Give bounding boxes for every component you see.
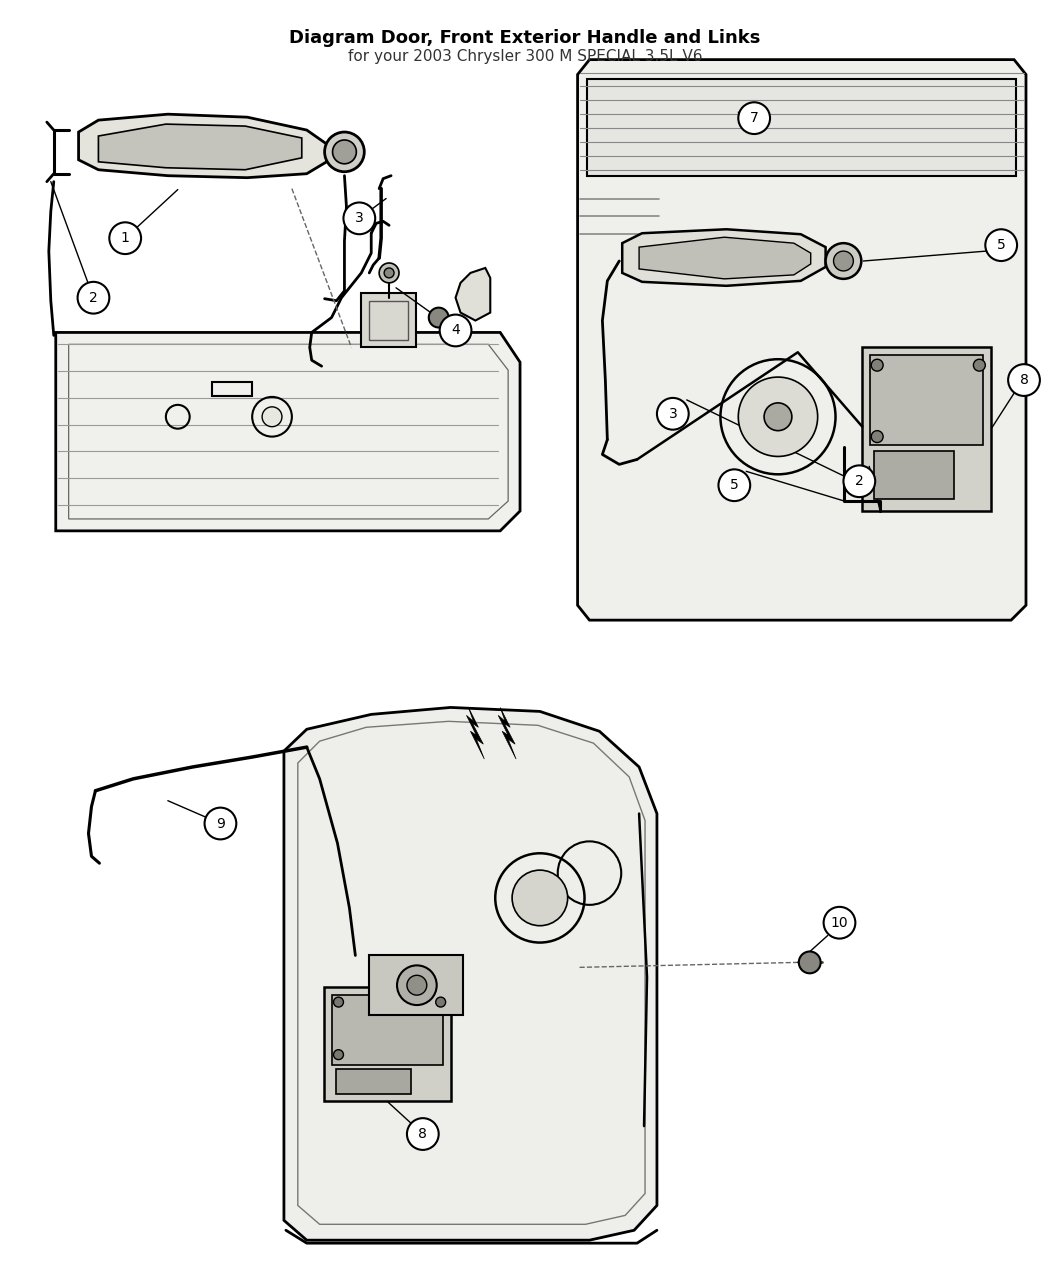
Circle shape [384, 268, 394, 278]
Circle shape [334, 1049, 343, 1060]
Circle shape [973, 360, 985, 371]
Circle shape [872, 360, 883, 371]
Circle shape [436, 997, 445, 1007]
Polygon shape [79, 115, 327, 177]
Polygon shape [361, 293, 416, 347]
Circle shape [657, 398, 689, 430]
Text: Diagram Door, Front Exterior Handle and Links: Diagram Door, Front Exterior Handle and … [290, 29, 760, 47]
Text: 5: 5 [730, 478, 739, 492]
Circle shape [872, 431, 883, 442]
Bar [875, 451, 953, 499]
Circle shape [379, 263, 399, 283]
Circle shape [985, 230, 1017, 261]
Bar [336, 1068, 411, 1094]
Text: 8: 8 [418, 1127, 427, 1141]
Bar [323, 987, 450, 1102]
Circle shape [512, 870, 568, 926]
Text: 3: 3 [669, 407, 677, 421]
Bar [212, 382, 252, 397]
Circle shape [334, 997, 343, 1007]
Circle shape [109, 222, 141, 254]
Circle shape [397, 965, 437, 1005]
Text: 2: 2 [855, 474, 864, 488]
Polygon shape [578, 60, 1026, 620]
Polygon shape [284, 708, 657, 1241]
Circle shape [78, 282, 109, 314]
Polygon shape [99, 124, 301, 170]
Circle shape [262, 407, 282, 427]
Polygon shape [56, 333, 520, 530]
Text: 5: 5 [996, 238, 1006, 252]
Text: 7: 7 [750, 111, 758, 125]
Polygon shape [498, 708, 516, 759]
Bar [332, 996, 443, 1065]
Polygon shape [588, 79, 1016, 176]
Text: 10: 10 [831, 915, 848, 929]
Circle shape [440, 315, 471, 347]
Text: 1: 1 [121, 231, 129, 245]
Circle shape [834, 251, 854, 270]
Circle shape [407, 975, 426, 996]
Polygon shape [456, 268, 490, 320]
Text: 3: 3 [355, 212, 363, 226]
Circle shape [843, 465, 876, 497]
Text: 8: 8 [1020, 374, 1028, 388]
Circle shape [343, 203, 375, 235]
Bar [370, 955, 463, 1015]
Circle shape [764, 403, 792, 431]
Circle shape [407, 1118, 439, 1150]
Circle shape [799, 951, 821, 973]
Circle shape [718, 469, 750, 501]
Polygon shape [639, 237, 811, 279]
Circle shape [428, 307, 448, 328]
Circle shape [738, 102, 770, 134]
Bar [862, 347, 991, 511]
Polygon shape [466, 708, 484, 759]
Bar [870, 356, 984, 445]
Circle shape [738, 377, 818, 456]
Text: 4: 4 [452, 324, 460, 338]
Circle shape [333, 140, 356, 163]
Text: 9: 9 [216, 816, 225, 830]
Polygon shape [623, 230, 825, 286]
Circle shape [1008, 365, 1040, 397]
Text: for your 2003 Chrysler 300 M SPECIAL 3.5L V6: for your 2003 Chrysler 300 M SPECIAL 3.5… [348, 48, 702, 64]
Circle shape [205, 807, 236, 839]
Circle shape [324, 133, 364, 172]
Text: 2: 2 [89, 291, 98, 305]
Circle shape [823, 907, 856, 938]
Circle shape [825, 244, 861, 279]
